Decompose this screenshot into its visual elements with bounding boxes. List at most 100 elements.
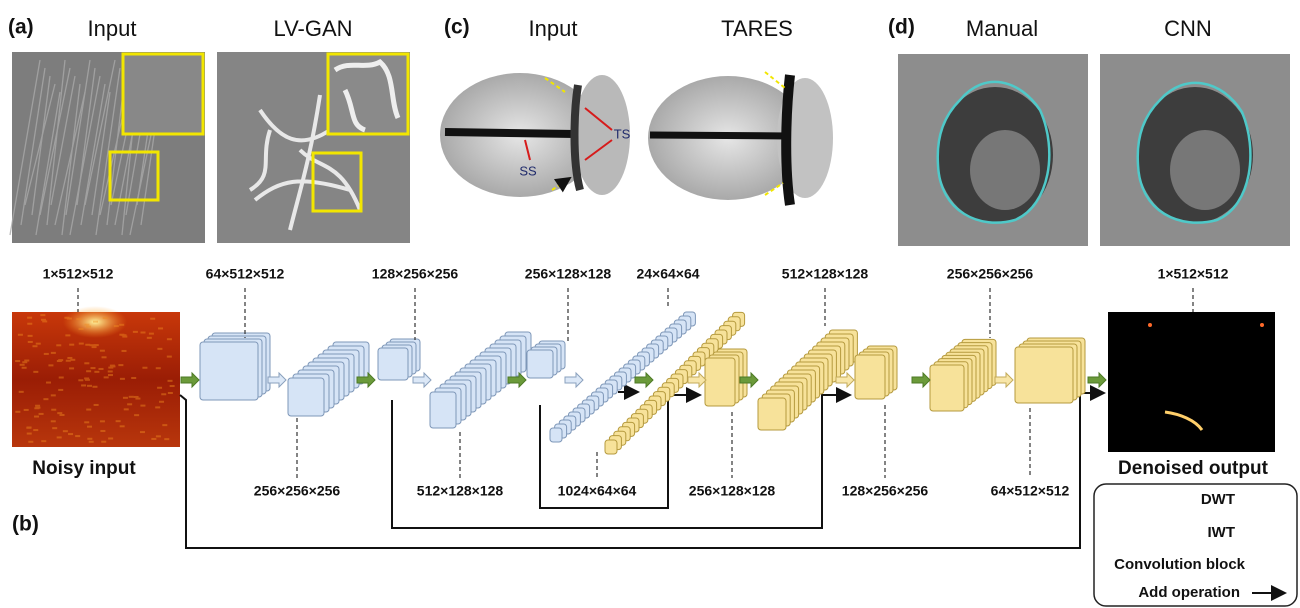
speckle <box>122 336 127 338</box>
speckle <box>119 324 124 326</box>
dimension-label: 256×128×128 <box>525 266 612 282</box>
dimension-label: 128×256×256 <box>842 483 929 499</box>
dimension-label: 128×256×256 <box>372 266 459 282</box>
dimension-label: 64×512×512 <box>206 266 285 282</box>
speckle <box>100 430 105 432</box>
speckle <box>60 414 65 416</box>
panel-label: (c) <box>444 16 470 39</box>
speckle <box>157 348 162 350</box>
speckle <box>65 334 70 336</box>
feature-map <box>288 378 324 416</box>
speckle <box>51 420 56 422</box>
speckle <box>44 353 49 355</box>
speckle <box>33 371 38 373</box>
legend-label: IWT <box>1208 524 1236 541</box>
speckle <box>108 370 113 372</box>
speckle <box>108 437 113 439</box>
panel-label: (d) <box>888 16 915 39</box>
speckle <box>27 433 32 435</box>
speckle <box>104 376 109 378</box>
legend-label: Add operation <box>1138 584 1240 601</box>
speckle <box>118 364 123 366</box>
speckle <box>26 427 31 429</box>
speckle <box>59 377 64 379</box>
speckle <box>140 405 145 407</box>
speckle <box>124 408 129 410</box>
speckle <box>75 435 80 437</box>
speckle <box>28 341 33 343</box>
speckle <box>157 387 162 389</box>
image-noisy-input <box>12 306 180 447</box>
speckle <box>86 326 91 328</box>
dimension-label: 1024×64×64 <box>558 483 637 499</box>
speckle <box>123 397 128 399</box>
speckle <box>84 421 89 423</box>
speckle <box>86 409 91 411</box>
dimension-label: 256×256×256 <box>947 266 1034 282</box>
speckle <box>147 337 152 339</box>
speckle <box>131 377 136 379</box>
speckle <box>35 405 40 407</box>
legend-label: Convolution block <box>1114 556 1245 573</box>
speckle <box>58 389 63 391</box>
speckle <box>68 433 73 435</box>
speckle <box>57 412 62 414</box>
speckle <box>102 356 107 358</box>
legend-label: DWT <box>1201 491 1235 508</box>
speckle <box>133 331 138 333</box>
dimension-label: 512×128×128 <box>417 483 504 499</box>
arrow <box>181 373 199 387</box>
speckle <box>24 409 29 411</box>
speckle <box>167 338 172 340</box>
speckle <box>94 371 99 373</box>
speckle <box>27 317 32 319</box>
speckle <box>76 318 81 320</box>
speckle <box>18 334 23 336</box>
speckle <box>87 426 92 428</box>
speckle <box>56 344 61 346</box>
legend: DWT IWT Convolution block Add operation <box>1094 484 1297 606</box>
speckle <box>93 321 98 323</box>
speckle <box>99 368 104 370</box>
speckle <box>119 334 124 336</box>
speckle <box>170 385 175 387</box>
speckle <box>120 425 125 427</box>
dimension-label: 64×512×512 <box>991 483 1070 499</box>
arrow <box>995 373 1013 387</box>
speckle <box>94 404 99 406</box>
feature-map <box>378 348 408 380</box>
speckle <box>43 398 48 400</box>
image-cnn <box>1100 54 1290 246</box>
speckle <box>159 401 164 403</box>
image-lvgan <box>217 52 410 243</box>
arrow <box>635 373 653 387</box>
speckle <box>92 346 97 348</box>
panel-title: CNN <box>1164 16 1212 41</box>
arrow <box>268 373 286 387</box>
speckle <box>162 424 167 426</box>
speckle <box>22 367 27 369</box>
feature-map <box>855 355 885 399</box>
speckle <box>108 374 113 376</box>
image-manual <box>898 54 1088 246</box>
speckle <box>15 411 20 413</box>
speckle <box>84 377 89 379</box>
speckle <box>28 335 33 337</box>
speckle <box>52 427 57 429</box>
feature-map <box>930 365 964 411</box>
speckle <box>78 379 83 381</box>
speckle <box>89 344 94 346</box>
panel-title: Input <box>88 16 137 41</box>
speckle <box>81 384 86 386</box>
panel-title: TARES <box>721 16 793 41</box>
speckle <box>32 345 37 347</box>
speckle <box>33 429 38 431</box>
output-label: Denoised output <box>1118 458 1269 479</box>
speckle <box>110 365 115 367</box>
speckle <box>28 441 33 443</box>
feature-map <box>758 398 786 430</box>
speckle <box>103 317 108 319</box>
speckle <box>51 394 56 396</box>
panel-title: LV-GAN <box>273 16 352 41</box>
speckle <box>150 318 155 320</box>
